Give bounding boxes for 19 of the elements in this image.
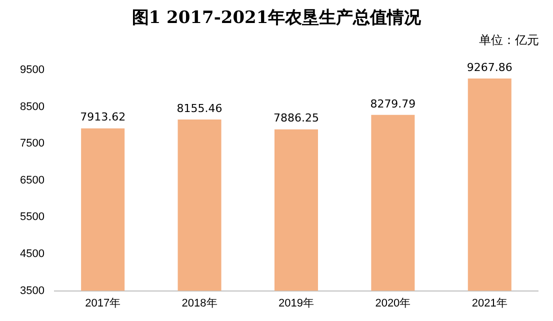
x-tick-label: 2019年: [278, 297, 314, 310]
data-label: 7913.62: [80, 110, 126, 124]
y-tick-label: 3500: [20, 284, 44, 297]
x-tick-label: 2021年: [472, 297, 508, 310]
data-label: 8279.79: [370, 97, 416, 110]
y-tick-label: 5500: [20, 211, 44, 224]
x-tick-label: 2020年: [375, 297, 411, 310]
y-tick-label: 8500: [20, 100, 44, 113]
data-label: 8155.46: [176, 102, 222, 115]
y-tick-label: 4500: [20, 248, 44, 260]
text: 单位：亿元: [479, 32, 539, 49]
x-tick-label: 2018年: [182, 297, 218, 310]
x-tick-label: 2017年: [85, 297, 121, 310]
y-tick-label: 9500: [20, 64, 44, 76]
chart-title: 图1 2017-2021年农垦生产总值情况: [130, 7, 422, 29]
y-tick-label: 7500: [20, 138, 44, 150]
y-tick-label: 6500: [20, 174, 44, 186]
data-label: 7886.25: [273, 112, 319, 125]
data-label: 9267.86: [466, 60, 512, 74]
